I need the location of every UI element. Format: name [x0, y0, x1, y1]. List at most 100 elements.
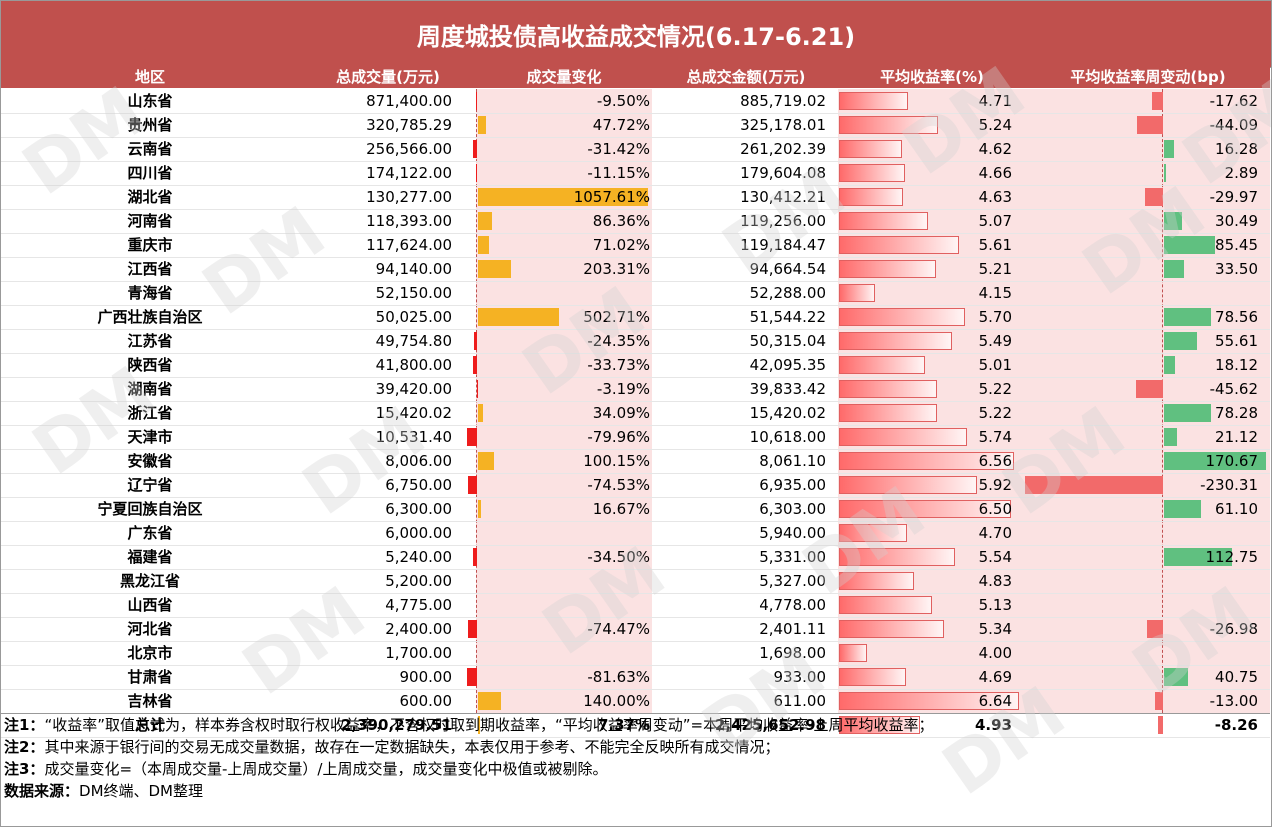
- volume-change-cell: 16.67%: [592, 500, 650, 518]
- volume-change-bar: [468, 620, 477, 638]
- weekly-change-cell: 21.12: [1215, 428, 1258, 446]
- amount-cell: 94,664.54: [749, 260, 826, 278]
- yield-bar: [839, 716, 921, 734]
- table-row: 江西省 94,140.00 203.31% 94,664.54 5.21 33.50: [0, 257, 1270, 282]
- volume-cell: 52,150.00: [375, 284, 452, 302]
- volume-cell: 10,531.40: [375, 428, 452, 446]
- amount-cell: 2,425,652.98: [714, 716, 826, 734]
- weekly-change-cell: 18.12: [1215, 356, 1258, 374]
- yield-cell: 5.13: [978, 596, 1012, 614]
- note-line: 注3：成交量变化=（本周成交量-上周成交量）/上周成交量，成交量变化中极值或被剔…: [4, 758, 1270, 780]
- table-row: 吉林省 600.00 140.00% 611.00 6.64 -13.00: [0, 689, 1270, 714]
- yield-cell: 4.62: [978, 140, 1012, 158]
- volume-cell: 6,300.00: [385, 500, 452, 518]
- weekly-change-cell: 40.75: [1215, 668, 1258, 686]
- volume-cell: 94,140.00: [375, 260, 452, 278]
- amount-cell: 39,833.42: [749, 380, 826, 398]
- volume-change-bar: [478, 260, 511, 278]
- yield-cell: 4.93: [974, 716, 1012, 734]
- volume-change-cell: -24.35%: [587, 332, 650, 350]
- volume-change-cell: 71.02%: [592, 236, 650, 254]
- note-label: 数据来源：: [4, 782, 80, 800]
- volume-change-bar: [478, 188, 648, 206]
- volume-change-cell: -33.73%: [587, 356, 650, 374]
- header-cell: 成交量变化: [526, 68, 602, 86]
- notes-section: 注1：“收益率”取值方式为，样本券含权时取行权收益率，不含权时取到期收益率，“平…: [0, 713, 1270, 825]
- region-cell: 甘肃省: [127, 668, 173, 686]
- amount-cell: 51,544.22: [749, 308, 826, 326]
- table-header: 地区 总成交量(万元) 成交量变化 总成交金额(万元) 平均收益率(%) 平均收益率周变动…: [0, 66, 1270, 88]
- volume-change-cell: -79.96%: [587, 428, 650, 446]
- yield-cell: 5.70: [978, 308, 1012, 326]
- note-text: DM终端、DM整理: [79, 782, 204, 800]
- note-label: 注2：: [4, 738, 45, 756]
- header-cell: 平均收益率(%): [880, 68, 984, 86]
- note-label: 注1：: [4, 716, 45, 734]
- yield-bar: [839, 620, 944, 638]
- table-row: 广东省 6,000.00 5,940.00 4.70: [0, 521, 1270, 546]
- volume-change-bar: [478, 212, 492, 230]
- weekly-change-bar: [1155, 692, 1163, 710]
- amount-cell: 8,061.10: [759, 452, 826, 470]
- region-cell: 辽宁省: [127, 476, 173, 494]
- volume-cell: 130,277.00: [366, 188, 452, 206]
- yield-cell: 5.21: [978, 260, 1012, 278]
- yield-bar: [839, 332, 953, 350]
- volume-cell: 900.00: [399, 668, 453, 686]
- amount-cell: 130,412.21: [740, 188, 826, 206]
- volume-change-bar: [478, 500, 481, 518]
- volume-cell: 871,400.00: [366, 92, 452, 110]
- weekly-change-cell: -44.09: [1209, 116, 1258, 134]
- amount-cell: 42,095.35: [749, 356, 826, 374]
- volume-change-cell: 34.09%: [592, 404, 650, 422]
- table-row: 广西壮族自治区 50,025.00 502.71% 51,544.22 5.70 78.5…: [0, 305, 1270, 330]
- table-title: 周度城投债高收益成交情况(6.17-6.21): [0, 0, 1272, 68]
- amount-cell: 5,940.00: [759, 524, 826, 542]
- yield-cell: 4.83: [978, 572, 1012, 590]
- table-row: 湖北省 130,277.00 1057.61% 130,412.21 4.63 -29.9…: [0, 185, 1270, 210]
- weekly-change-bar: [1164, 164, 1166, 182]
- table-row: 安徽省 8,006.00 100.15% 8,061.10 6.56 170.67: [0, 449, 1270, 474]
- table-row: 山东省 871,400.00 -9.50% 885,719.02 4.71 -17.62: [0, 89, 1270, 114]
- volume-change-bar: [475, 164, 477, 182]
- note-text: “收益率”取值方式为，样本券含权时取行权收益率，不含权时取到期收益率，“平均收益…: [44, 716, 934, 734]
- volume-change-cell: 47.72%: [592, 116, 650, 134]
- amount-cell: 15,420.02: [749, 404, 826, 422]
- volume-cell: 5,240.00: [385, 548, 452, 566]
- weekly-change-bar: [1164, 140, 1174, 158]
- region-cell: 江西省: [127, 260, 173, 278]
- weekly-change-bar: [1136, 116, 1163, 134]
- weekly-change-bar: [1164, 404, 1211, 422]
- amount-cell: 119,256.00: [740, 212, 826, 230]
- table-row: 河南省 118,393.00 86.36% 119,256.00 5.07 30.49: [0, 209, 1270, 234]
- yield-cell: 6.64: [978, 692, 1012, 710]
- volume-change-bar: [478, 404, 484, 422]
- yield-cell: 4.69: [978, 668, 1012, 686]
- yield-bar: [839, 308, 965, 326]
- yield-cell: 5.54: [978, 548, 1012, 566]
- volume-change-bar: [473, 140, 477, 158]
- volume-cell: 174,122.00: [366, 164, 452, 182]
- yield-bar: [839, 164, 905, 182]
- yield-bar: [839, 572, 915, 590]
- region-cell: 江苏省: [127, 332, 173, 350]
- volume-change-bar: [478, 692, 501, 710]
- amount-cell: 1,698.00: [759, 644, 826, 662]
- volume-change-cell: -81.63%: [587, 668, 650, 686]
- yield-bar: [839, 668, 907, 686]
- table-row: 辽宁省 6,750.00 -74.53% 6,935.00 5.92 -230.31: [0, 473, 1270, 498]
- note-text: 其中来源于银行间的交易无成交量数据，故存在一定数据缺失，本表仅用于参考、不能完全…: [44, 738, 780, 756]
- volume-change-bar: [467, 668, 477, 686]
- yield-cell: 4.15: [978, 284, 1012, 302]
- weekly-change-cell: 78.28: [1215, 404, 1258, 422]
- region-cell: 河南省: [127, 212, 173, 230]
- volume-cell: 6,750.00: [385, 476, 452, 494]
- yield-bar: [839, 692, 1019, 710]
- weekly-change-bar: [1145, 188, 1163, 206]
- weekly-change-bar: [1158, 716, 1163, 734]
- weekly-change-cell: 85.45: [1215, 236, 1258, 254]
- volume-change-bar: [472, 548, 477, 566]
- amount-cell: 325,178.01: [740, 116, 826, 134]
- weekly-change-bar: [1164, 260, 1185, 278]
- volume-cell: 41,800.00: [375, 356, 452, 374]
